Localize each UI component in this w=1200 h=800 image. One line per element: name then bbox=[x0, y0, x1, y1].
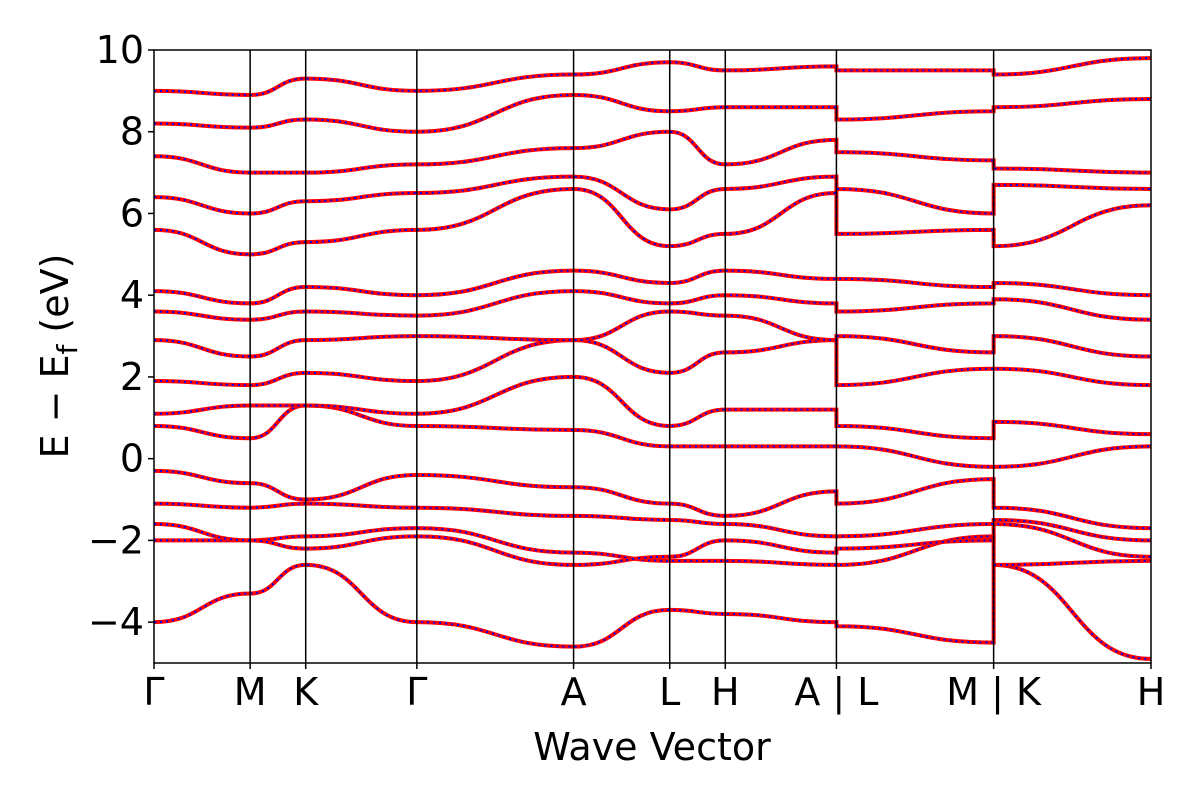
band-line-9 bbox=[154, 289, 1151, 322]
y-tick-label-5: 6 bbox=[120, 191, 144, 235]
band-line-0 bbox=[154, 562, 1151, 661]
x-tick-label-5: L bbox=[659, 670, 680, 714]
x-tick-label-8: M | K bbox=[946, 670, 1042, 715]
band-line-14 bbox=[154, 92, 1151, 134]
y-tick-label-0: −4 bbox=[88, 600, 144, 644]
kpoint-lines bbox=[249, 50, 995, 663]
band-overlay-15 bbox=[154, 57, 1151, 96]
x-tick-label-0: Γ bbox=[143, 670, 164, 714]
x-tick-label-2: K bbox=[293, 670, 319, 714]
band-overlay-8 bbox=[154, 310, 1151, 358]
band-line-11 bbox=[154, 186, 1151, 257]
band-line-1 bbox=[154, 526, 1151, 567]
bands-layer bbox=[154, 56, 1151, 661]
y-tick-label-2: 0 bbox=[120, 437, 144, 481]
x-tick-label-9: H bbox=[1137, 670, 1166, 714]
band-overlay-14 bbox=[154, 93, 1151, 133]
y-axis-title-subscript: f bbox=[51, 343, 84, 354]
y-tick-label-6: 8 bbox=[120, 110, 144, 154]
y-tick-label-4: 4 bbox=[120, 273, 144, 317]
y-tick-label-7: 10 bbox=[96, 28, 144, 72]
x-tick-label-1: M bbox=[234, 670, 267, 714]
band-line-2 bbox=[154, 517, 1151, 567]
y-tick-label-1: −2 bbox=[88, 518, 144, 562]
plot-frame bbox=[153, 49, 1152, 664]
band-overlay-9 bbox=[154, 290, 1151, 321]
band-line-7 bbox=[154, 338, 1151, 388]
band-overlay-7 bbox=[154, 339, 1151, 387]
band-overlay-10 bbox=[154, 269, 1151, 305]
x-tick-label-6: H bbox=[711, 670, 740, 714]
band-overlay-12 bbox=[154, 175, 1151, 215]
band-overlay-3 bbox=[154, 502, 1151, 558]
y-axis-ticks: −4 −2 0 2 4 6 8 10 bbox=[88, 28, 154, 644]
band-overlay-13 bbox=[154, 130, 1151, 174]
x-tick-label-3: Γ bbox=[406, 670, 427, 714]
y-axis-title-unit: (eV) bbox=[33, 254, 77, 333]
y-tick-label-3: 2 bbox=[120, 355, 144, 399]
y-axis-title-main: E − E bbox=[33, 354, 77, 458]
band-line-8 bbox=[154, 309, 1151, 359]
x-tick-label-4: A bbox=[561, 670, 587, 714]
band-overlay-5 bbox=[154, 404, 1151, 468]
y-axis-title: E − Ef (eV) bbox=[33, 254, 84, 459]
x-axis-title: Wave Vector bbox=[533, 725, 771, 769]
x-tick-label-7: A | L bbox=[794, 670, 878, 715]
band-line-5 bbox=[154, 403, 1151, 469]
band-line-13 bbox=[154, 129, 1151, 175]
